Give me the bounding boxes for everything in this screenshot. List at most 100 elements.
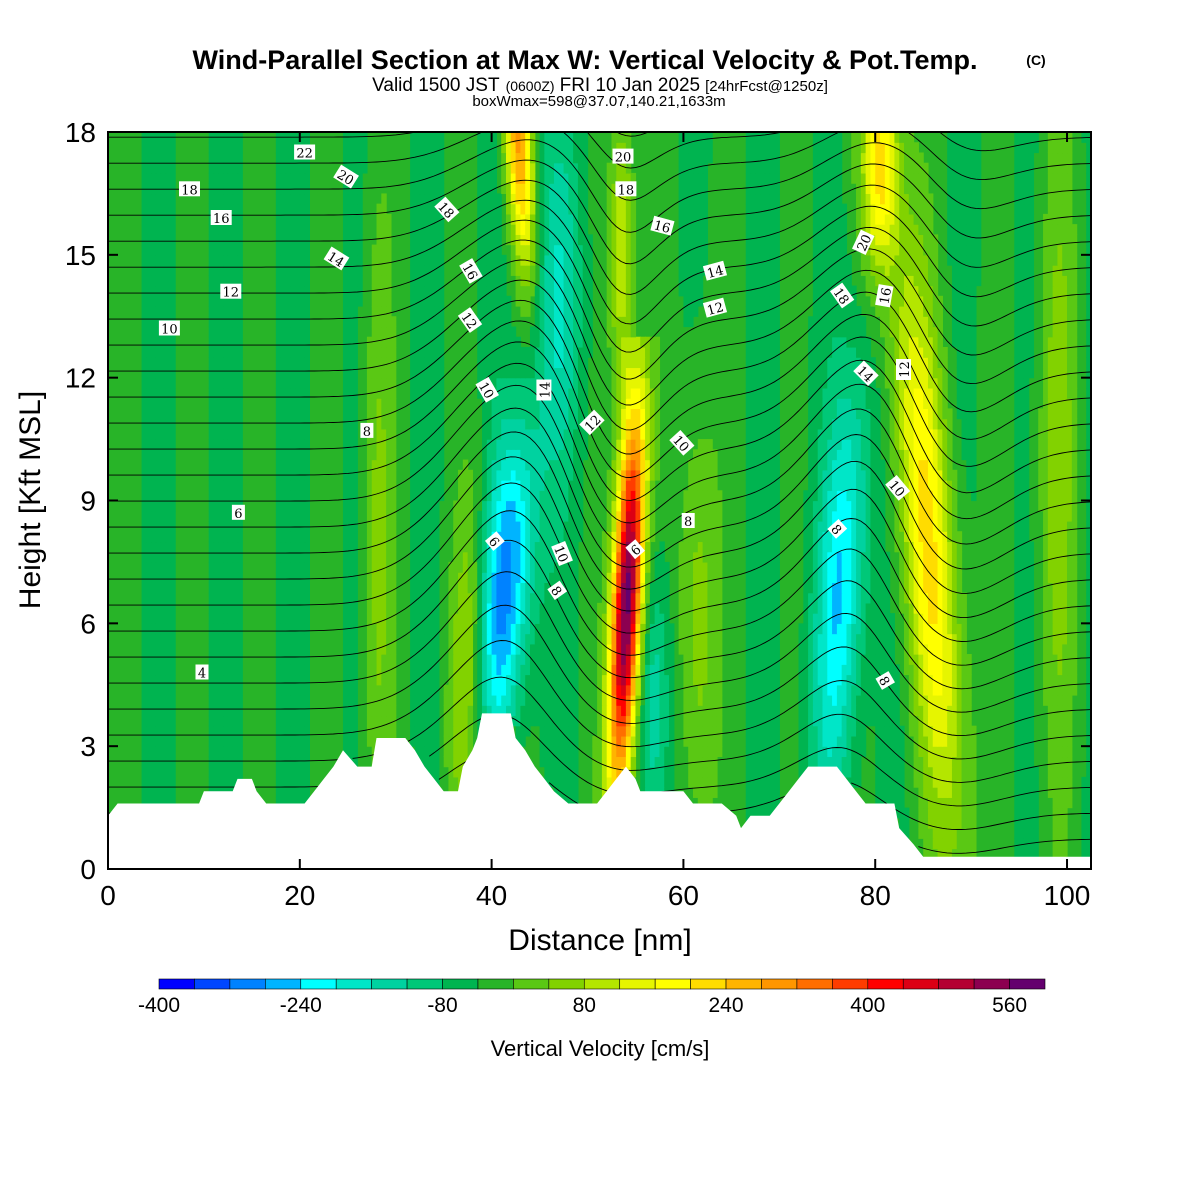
subtitle-date: FRI 10 Jan 2025	[560, 75, 700, 96]
colorbar-tick-label: 80	[573, 994, 596, 1017]
theta-contour-line	[108, 362, 1091, 524]
colorbar-swatch	[371, 978, 408, 990]
theta-contour-line	[108, 259, 1091, 406]
theta-contour-label: 8	[827, 519, 848, 539]
copyright-mark: (C)	[1026, 52, 1045, 68]
contour-label-bg	[179, 181, 200, 197]
colorbar-tick-label: 560	[992, 994, 1027, 1017]
theta-contour-label: 20	[612, 148, 634, 166]
theta-contour-line	[108, 159, 1091, 265]
contour-label-bg	[231, 504, 245, 520]
x-axis-label: Distance [nm]	[508, 924, 691, 957]
x-tick-label: 20	[284, 880, 315, 911]
colorbar-swatch	[229, 978, 266, 990]
contour-label-bg	[875, 671, 895, 690]
contour-label-bg	[158, 320, 180, 336]
subtitle-utc: (0600Z)	[506, 78, 555, 94]
theta-contour-line	[108, 219, 1091, 353]
theta-contour-label: 10	[158, 320, 180, 338]
theta-contour-line	[108, 132, 1091, 201]
contour-label-text: 14	[538, 382, 553, 399]
contour-label-text: 20	[855, 232, 876, 253]
theta-contour-line	[108, 139, 1091, 233]
contour-label-bg	[896, 359, 911, 380]
contour-label-text: 6	[234, 507, 242, 522]
colorbar-swatch	[938, 978, 975, 990]
colorbar-swatch	[513, 978, 550, 990]
theta-contour-label: 6	[231, 504, 245, 522]
y-tick-label: 3	[80, 731, 96, 762]
contour-label-bg	[220, 283, 242, 299]
theta-contour-label: 20	[333, 164, 359, 189]
contour-label-bg	[551, 540, 573, 567]
y-tick-label: 15	[65, 240, 96, 271]
theta-contour-label: 8	[547, 580, 568, 600]
subtitle-valid: Valid 1500 JST	[372, 75, 500, 96]
contour-label-text: 18	[618, 183, 635, 198]
theta-contour-line	[108, 279, 1091, 431]
theta-contour-label: 10	[475, 376, 499, 403]
contour-label-bg	[434, 196, 460, 223]
colorbar-swatch	[761, 978, 798, 990]
theta-contour-line	[108, 431, 1091, 594]
theta-contour-line	[108, 456, 1091, 619]
contour-label-text: 20	[334, 168, 356, 189]
x-tick-label: 40	[476, 880, 507, 911]
contour-label-bg	[829, 282, 855, 309]
contour-label-bg	[333, 164, 359, 189]
colorbar-tick-label: 400	[850, 994, 885, 1017]
contour-label-bg	[294, 144, 316, 160]
colorbar-tick-label: -400	[138, 994, 180, 1017]
colorbar-swatch	[973, 978, 1010, 990]
contour-label-bg	[885, 475, 911, 501]
theta-contour-line	[108, 407, 1091, 570]
colorbar-swatch	[442, 978, 479, 990]
theta-contour-label: 12	[896, 359, 913, 380]
contour-label-text: 18	[181, 183, 198, 198]
theta-contour-line	[108, 341, 1091, 501]
theta-contour-line	[108, 510, 1091, 666]
contour-label-bg	[702, 297, 728, 318]
colorbar-swatch	[548, 978, 585, 990]
theta-contour-label: 18	[615, 181, 637, 198]
theta-contour-label: 8	[875, 671, 895, 690]
contour-label-bg	[612, 148, 634, 164]
contour-label-bg	[625, 539, 645, 560]
contour-label-bg	[360, 422, 374, 438]
colorbar-swatch	[1009, 978, 1046, 990]
colorbar-swatch	[265, 978, 302, 990]
x-tick-label: 60	[668, 880, 699, 911]
theta-contour-line	[108, 239, 1091, 380]
contour-label-bg	[827, 519, 848, 539]
colorbar-swatch	[902, 978, 939, 990]
theta-contour-line	[108, 179, 1091, 295]
x-tick-label: 0	[100, 880, 116, 911]
contour-label-text: 10	[550, 544, 570, 565]
colorbar-swatch	[406, 978, 443, 990]
theta-contour-line	[108, 384, 1091, 546]
colorbar-swatch	[796, 978, 833, 990]
contour-label-bg	[459, 258, 483, 284]
y-tick-label: 18	[65, 117, 96, 148]
contour-label-bg	[669, 430, 695, 456]
theta-contour-line	[108, 299, 1091, 455]
colorbar-swatch	[158, 978, 195, 990]
theta-contour-label: 16	[459, 258, 483, 284]
contour-label-text: 10	[161, 323, 178, 338]
theta-contour-line	[108, 676, 1091, 783]
contour-label-bg	[650, 215, 675, 236]
colorbar-tick-label: -80	[427, 994, 457, 1017]
theta-contour-line	[108, 539, 1091, 690]
contour-label-bg	[457, 307, 483, 333]
contour-label-text: 16	[213, 212, 230, 227]
x-tick-label: 100	[1044, 880, 1091, 911]
theta-contour-label: 20	[852, 229, 876, 255]
theta-contour-label: 14	[702, 260, 728, 282]
contour-label-text: 16	[652, 218, 672, 237]
colorbar-swatch	[583, 978, 621, 990]
chart-title: Wind-Parallel Section at Max W: Vertical…	[193, 45, 978, 75]
colorbar-tick-label: 240	[708, 994, 743, 1017]
theta-contour-line	[108, 604, 1091, 737]
contour-label-text: 20	[615, 151, 632, 166]
contour-label-text: 12	[898, 361, 913, 378]
